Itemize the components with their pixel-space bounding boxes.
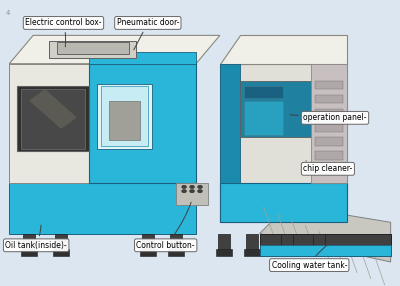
FancyBboxPatch shape (21, 89, 85, 149)
Circle shape (182, 185, 186, 188)
FancyBboxPatch shape (311, 64, 347, 183)
FancyBboxPatch shape (246, 234, 258, 251)
Circle shape (190, 185, 194, 188)
FancyBboxPatch shape (97, 84, 152, 149)
Circle shape (198, 189, 202, 193)
Text: chip cleaner-: chip cleaner- (303, 161, 352, 173)
FancyBboxPatch shape (176, 183, 208, 205)
Polygon shape (260, 205, 391, 262)
Circle shape (182, 189, 186, 193)
FancyBboxPatch shape (89, 64, 196, 183)
FancyBboxPatch shape (282, 234, 293, 251)
FancyBboxPatch shape (170, 234, 182, 251)
FancyBboxPatch shape (315, 137, 343, 146)
Circle shape (198, 185, 202, 188)
FancyBboxPatch shape (244, 249, 260, 256)
Polygon shape (9, 35, 220, 64)
FancyBboxPatch shape (57, 42, 128, 54)
FancyBboxPatch shape (218, 234, 230, 251)
FancyBboxPatch shape (260, 234, 391, 256)
FancyBboxPatch shape (109, 100, 140, 140)
Text: Oil tank(inside)-: Oil tank(inside)- (5, 225, 67, 250)
FancyBboxPatch shape (280, 249, 295, 256)
FancyBboxPatch shape (315, 152, 343, 160)
Text: 4: 4 (5, 10, 10, 16)
FancyBboxPatch shape (220, 64, 347, 222)
Text: Control button-: Control button- (136, 202, 195, 250)
FancyBboxPatch shape (53, 249, 69, 256)
FancyBboxPatch shape (220, 64, 240, 183)
FancyBboxPatch shape (55, 234, 67, 251)
FancyBboxPatch shape (21, 249, 37, 256)
FancyBboxPatch shape (142, 234, 154, 251)
FancyBboxPatch shape (17, 86, 89, 152)
Text: Pneumatic door-: Pneumatic door- (116, 19, 179, 50)
FancyBboxPatch shape (140, 249, 156, 256)
FancyBboxPatch shape (244, 100, 284, 134)
FancyBboxPatch shape (220, 183, 347, 222)
FancyBboxPatch shape (315, 95, 343, 103)
FancyBboxPatch shape (315, 109, 343, 118)
FancyBboxPatch shape (315, 123, 343, 132)
FancyBboxPatch shape (311, 249, 327, 256)
FancyBboxPatch shape (216, 249, 232, 256)
FancyBboxPatch shape (23, 234, 35, 251)
Polygon shape (220, 35, 347, 64)
FancyBboxPatch shape (49, 41, 136, 58)
Text: operation panel-: operation panel- (290, 113, 367, 122)
FancyBboxPatch shape (168, 249, 184, 256)
FancyBboxPatch shape (315, 81, 343, 89)
FancyBboxPatch shape (101, 86, 148, 146)
Text: Electric control box-: Electric control box- (25, 19, 102, 47)
FancyBboxPatch shape (313, 234, 325, 251)
FancyBboxPatch shape (9, 183, 196, 234)
FancyBboxPatch shape (244, 86, 284, 98)
FancyBboxPatch shape (260, 245, 391, 256)
Text: Cooling water tank-: Cooling water tank- (272, 244, 347, 270)
FancyBboxPatch shape (89, 52, 196, 64)
Polygon shape (29, 89, 77, 129)
Circle shape (190, 189, 194, 193)
FancyBboxPatch shape (9, 64, 196, 183)
FancyBboxPatch shape (240, 81, 311, 137)
